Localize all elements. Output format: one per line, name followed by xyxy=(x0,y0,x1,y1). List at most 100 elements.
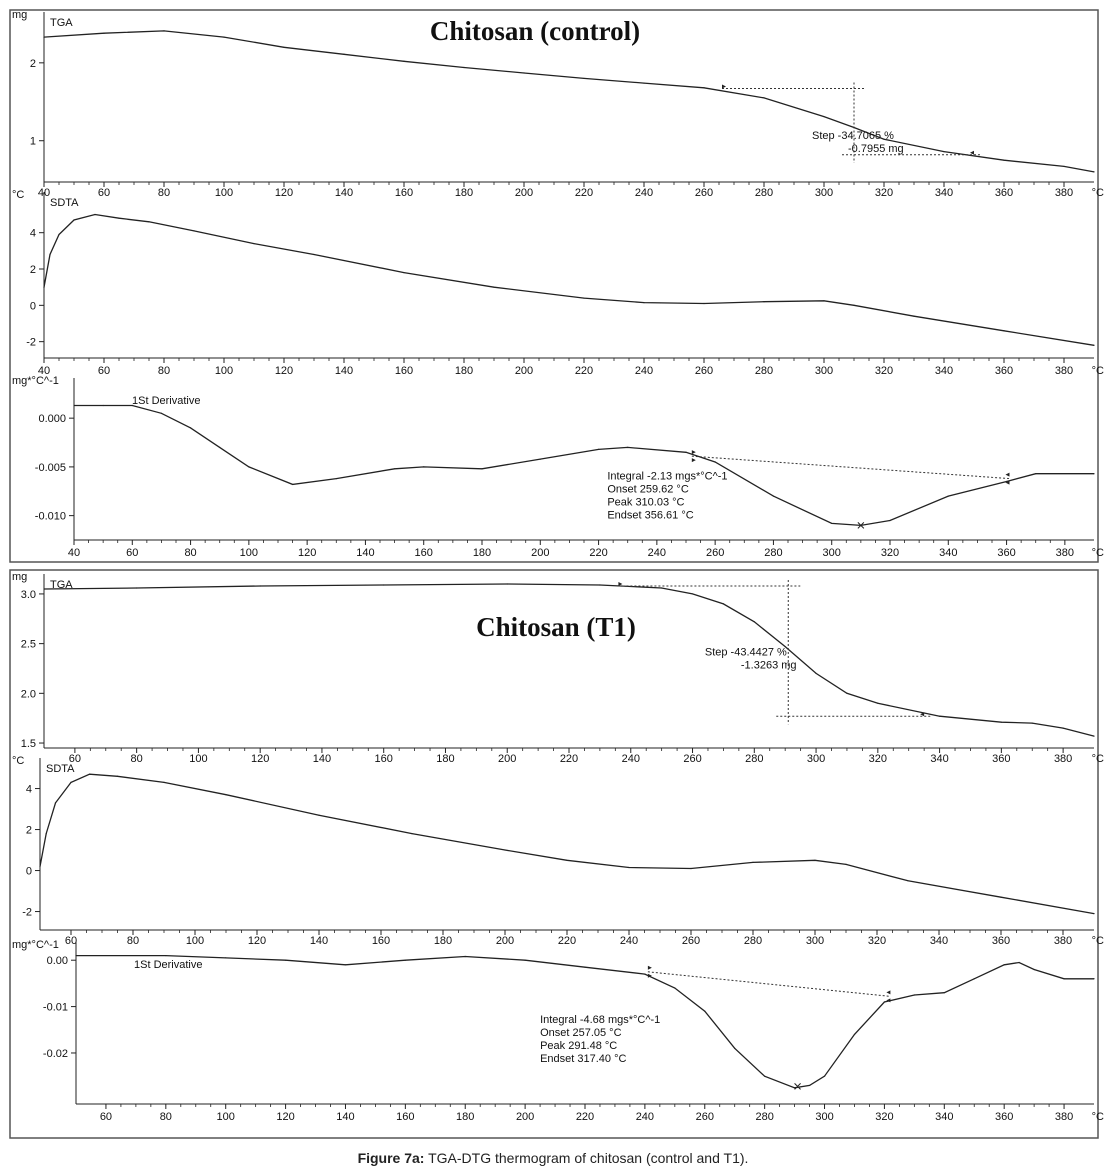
x-tick-label-1-1-10: 260 xyxy=(682,935,700,947)
x-tick-label-1-2-1: 80 xyxy=(160,1111,172,1123)
x-tick-label-1-1-1: 80 xyxy=(127,935,139,947)
data-point-1-2-26 xyxy=(1093,978,1095,980)
y-tick-label-0-2-0: -0.010 xyxy=(35,511,66,523)
x-tick-label-1-0-9: 240 xyxy=(622,753,640,765)
x-tick-label-1-1-11: 280 xyxy=(744,935,762,947)
data-point-1-0-11 xyxy=(815,672,817,675)
data-point-0-2-23 xyxy=(1035,473,1037,475)
data-point-1-2-15 xyxy=(808,1084,811,1087)
x-tick-label-0-0-10: 240 xyxy=(635,187,653,199)
data-point-1-2-7 xyxy=(524,959,526,961)
x-tick-label-0-0-11: 260 xyxy=(695,187,713,199)
data-point-1-1-5 xyxy=(116,775,119,777)
baseline-end-marker-1-2 xyxy=(886,990,891,1003)
data-point-0-1-13 xyxy=(643,302,645,304)
data-point-1-1-13 xyxy=(690,867,692,870)
data-point-0-0-10 xyxy=(643,82,645,84)
data-point-1-2-19 xyxy=(913,994,915,996)
data-point-0-2-20 xyxy=(889,519,891,522)
data-point-0-2-24 xyxy=(1093,473,1095,475)
data-point-0-1-12 xyxy=(583,297,585,299)
data-point-0-2-14 xyxy=(627,446,629,449)
data-point-0-2-8 xyxy=(335,477,337,480)
data-point-1-1-1 xyxy=(45,833,47,835)
x-tick-label-1-1-0: 60 xyxy=(65,935,77,947)
y-unit-label-1-1: °C xyxy=(12,755,24,767)
y-tick-label-0-1-1: 0 xyxy=(30,300,36,312)
data-point-1-2-5 xyxy=(404,959,406,961)
panel-frame-1 xyxy=(9,569,1099,1139)
data-point-0-2-21 xyxy=(947,495,949,497)
x-tick-label-0-0-14: 320 xyxy=(875,187,893,199)
data-point-1-2-2 xyxy=(225,957,227,959)
data-point-1-1-10 xyxy=(504,849,506,851)
x-unit-label-0-2: °C xyxy=(1092,547,1104,559)
series-label-0-1: SDTA xyxy=(50,197,79,209)
data-point-0-1-9 xyxy=(313,253,315,256)
step-end-marker-1-0 xyxy=(920,712,925,717)
y-tick-label-1-2-1: -0.01 xyxy=(43,1002,68,1014)
y-tick-label-0-2-1: -0.005 xyxy=(35,462,66,474)
data-point-1-2-9 xyxy=(644,973,646,975)
data-point-1-2-21 xyxy=(973,978,975,980)
x-tick-label-1-1-16: 380 xyxy=(1054,935,1072,947)
step-start-marker-1-0 xyxy=(618,581,623,586)
data-point-0-0-11 xyxy=(703,87,705,89)
derivative-annotation-1-2-3: Endset 317.40 °C xyxy=(540,1053,626,1065)
data-point-1-0-2 xyxy=(259,585,261,587)
x-tick-label-1-1-15: 360 xyxy=(992,935,1010,947)
y-tick-label-0-2-2: 0.000 xyxy=(38,413,66,425)
data-point-1-0-8 xyxy=(722,603,725,605)
x-tick-label-1-1-12: 300 xyxy=(806,935,824,947)
series-label-1-0: TGA xyxy=(50,579,73,591)
x-unit-label-0-1: °C xyxy=(1092,365,1104,377)
data-point-0-1-15 xyxy=(763,301,765,303)
data-point-1-0-1 xyxy=(136,587,138,589)
data-point-0-2-15 xyxy=(685,451,687,453)
y-tick-label-1-1-2: 2 xyxy=(26,825,32,837)
data-point-0-2-13 xyxy=(597,448,600,450)
data-point-0-2-11 xyxy=(481,468,483,470)
x-tick-label-1-0-2: 100 xyxy=(189,753,207,765)
x-tick-label-0-2-10: 240 xyxy=(648,547,666,559)
y-tick-label-1-2-2: 0.00 xyxy=(47,955,68,967)
data-point-1-2-13 xyxy=(764,1075,766,1077)
x-tick-label-0-1-4: 120 xyxy=(275,365,293,377)
x-tick-label-0-0-2: 80 xyxy=(158,187,170,199)
data-point-0-1-3 xyxy=(73,219,75,221)
x-tick-label-0-0-4: 120 xyxy=(275,187,293,199)
data-point-0-2-16 xyxy=(714,461,716,463)
x-tick-label-1-0-3: 120 xyxy=(251,753,269,765)
data-point-1-1-16 xyxy=(845,863,847,866)
data-point-1-1-0 xyxy=(39,865,41,868)
data-point-1-0-6 xyxy=(661,587,663,589)
data-point-1-0-17 xyxy=(1062,727,1064,729)
x-tick-label-1-1-6: 180 xyxy=(434,935,452,947)
x-tick-label-0-1-7: 180 xyxy=(455,365,473,377)
data-point-0-2-12 xyxy=(539,458,541,460)
data-point-0-1-0 xyxy=(43,286,45,288)
data-point-1-1-14 xyxy=(752,861,754,863)
data-point-0-0-16 xyxy=(943,151,945,153)
figure-caption: Figure 7a: TGA-DTG thermogram of chitosa… xyxy=(0,1150,1106,1166)
series-line-0-2 xyxy=(74,404,1094,527)
data-point-1-0-5 xyxy=(599,584,601,586)
data-point-0-0-5 xyxy=(343,53,345,55)
caption-text: TGA-DTG thermogram of chitosan (control … xyxy=(428,1150,749,1166)
y-unit-label-0-1: °C xyxy=(12,189,24,201)
derivative-annotation-0-2-0: Integral -2.13 mgs*°C^-1 xyxy=(607,471,727,483)
x-tick-label-0-2-0: 40 xyxy=(68,547,80,559)
series-line-1-1 xyxy=(39,773,1095,915)
x-tick-label-1-2-12: 300 xyxy=(815,1111,833,1123)
data-point-1-0-12 xyxy=(846,692,848,694)
x-tick-label-1-2-8: 220 xyxy=(576,1111,594,1123)
data-point-0-1-4 xyxy=(94,213,96,216)
step-start-marker-0-0 xyxy=(722,84,726,89)
derivative-annotation-0-2-3: Endset 356.61 °C xyxy=(607,510,693,522)
x-tick-label-0-2-5: 140 xyxy=(356,547,374,559)
data-point-0-0-4 xyxy=(283,46,285,48)
data-point-1-2-6 xyxy=(464,955,466,958)
y-tick-label-0-1-0: -2 xyxy=(26,337,36,349)
data-point-0-1-20 xyxy=(1093,344,1095,346)
data-point-1-2-12 xyxy=(734,1047,736,1049)
